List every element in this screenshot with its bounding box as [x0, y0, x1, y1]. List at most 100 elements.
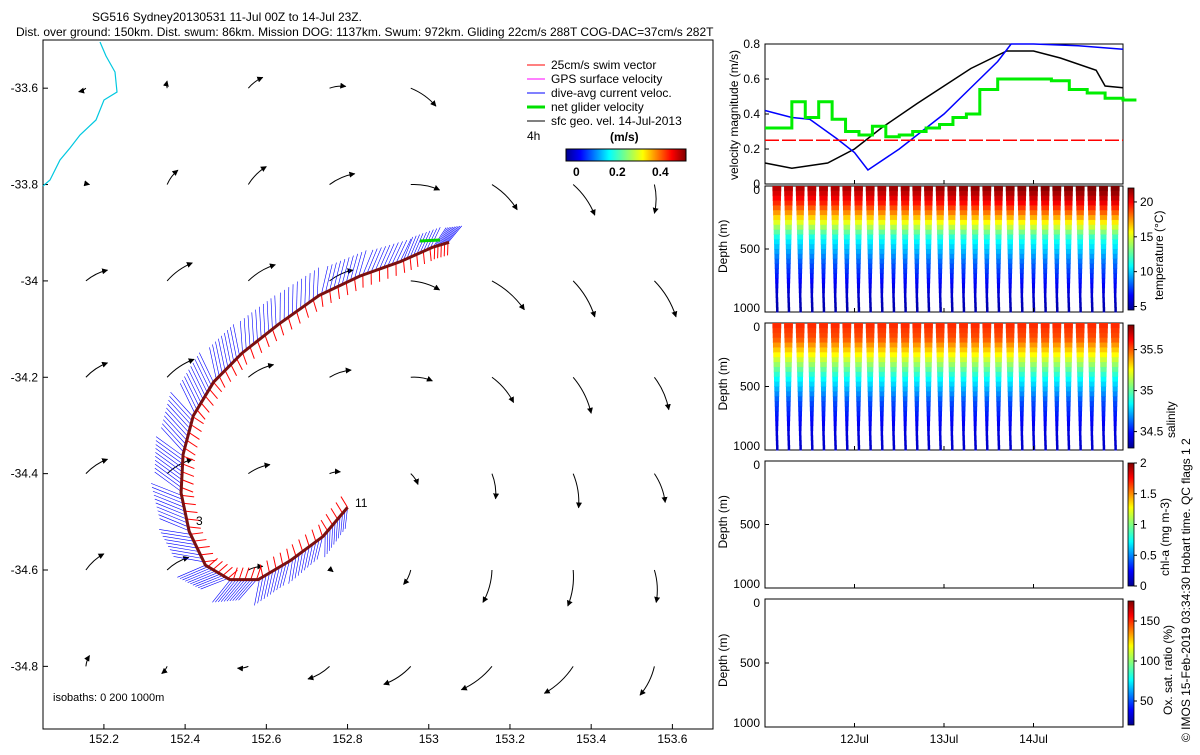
dive-profile-segment — [961, 391, 966, 396]
dive-profile-segment — [808, 357, 815, 362]
dive-profile-segment — [973, 278, 976, 283]
surface-vector — [167, 557, 189, 570]
section-colorbar — [1128, 463, 1134, 586]
dive-profile-segment — [1030, 225, 1037, 230]
dive-profile-segment — [939, 283, 942, 288]
dive-profile-segment — [927, 421, 930, 426]
dive-profile-segment — [1056, 307, 1059, 312]
dive-profile-segment — [926, 244, 931, 249]
dive-profile-segment — [959, 196, 967, 201]
section-ytick-label: 0 — [753, 320, 760, 334]
dive-profile-segment — [1065, 367, 1071, 372]
dive-profile-segment — [1007, 382, 1012, 387]
dive-profile-segment — [1041, 205, 1049, 210]
dive-profile-segment — [878, 201, 886, 206]
swim-vector — [182, 480, 194, 485]
dive-profile-segment — [914, 249, 919, 254]
dive-profile-segment — [1078, 254, 1083, 259]
dive-profile-segment — [786, 387, 791, 392]
dive-profile-segment — [880, 273, 884, 278]
dive-profile-segment — [927, 273, 931, 278]
dac-vector — [252, 312, 254, 343]
dive-profile-segment — [1114, 288, 1117, 293]
dac-vector — [218, 580, 236, 602]
dive-profile-segment — [974, 435, 977, 440]
dive-profile-segment — [937, 362, 944, 367]
dive-profile-segment — [914, 230, 920, 235]
dive-profile-segment — [819, 191, 828, 196]
swim-vector — [201, 403, 209, 413]
dive-profile-segment — [902, 367, 908, 372]
dive-profile-segment — [1102, 293, 1105, 298]
dive-profile-segment — [936, 323, 945, 328]
dive-profile-segment — [1065, 362, 1072, 367]
dac-vector — [263, 304, 265, 335]
dive-profile-segment — [972, 220, 979, 225]
map-ytick-label: -34.6 — [11, 563, 39, 577]
dive-profile-segment — [937, 225, 944, 230]
dive-profile-segment — [1101, 396, 1106, 401]
dive-profile-segment — [856, 244, 861, 249]
dive-profile-segment — [1113, 278, 1116, 283]
dive-profile-segment — [799, 430, 802, 435]
dive-profile-segment — [1041, 201, 1049, 206]
dive-profile-segment — [971, 191, 980, 196]
dive-profile-segment — [810, 426, 813, 431]
dive-profile-segment — [1088, 338, 1096, 343]
dive-profile-segment — [820, 338, 828, 343]
swim-vector — [272, 329, 276, 341]
dive-profile-segment — [1113, 249, 1118, 254]
dive-profile-segment — [1009, 430, 1012, 435]
dive-profile-segment — [892, 293, 895, 298]
dive-profile-segment — [1099, 333, 1107, 338]
dive-profile-segment — [775, 416, 778, 421]
dive-profile-segment — [1053, 352, 1060, 357]
dive-profile-segment — [916, 297, 919, 302]
dive-profile-segment — [1114, 421, 1117, 426]
section-ytick-label: 1000 — [733, 301, 760, 315]
dive-profile-segment — [904, 302, 907, 307]
dive-profile-segment — [1007, 352, 1014, 357]
dive-profile-segment — [822, 426, 825, 431]
dive-profile-segment — [949, 372, 955, 377]
dive-profile-segment — [995, 205, 1003, 210]
dive-profile-segment — [856, 387, 861, 392]
dive-profile-segment — [1064, 186, 1073, 191]
swim-vector — [245, 568, 249, 580]
dive-profile-segment — [1018, 196, 1026, 201]
dive-profile-segment — [982, 186, 991, 191]
dive-profile-segment — [1114, 435, 1117, 440]
dive-profile-segment — [776, 297, 779, 302]
surface-vector — [79, 88, 86, 92]
dive-profile-segment — [857, 297, 860, 302]
dive-profile-segment — [867, 220, 874, 225]
dive-profile-segment — [925, 225, 932, 230]
dive-profile-segment — [796, 338, 804, 343]
dive-profile-segment — [1091, 440, 1094, 445]
dive-profile-segment — [915, 288, 918, 293]
dive-profile-segment — [996, 377, 1002, 382]
dive-profile-segment — [925, 343, 933, 348]
map-xtick-label: 153 — [419, 732, 439, 746]
surface-vector — [330, 472, 341, 474]
dac-vector — [248, 315, 250, 347]
dive-profile-segment — [799, 426, 802, 431]
dive-profile-segment — [1042, 220, 1049, 225]
dive-profile-segment — [879, 225, 886, 230]
dive-profile-segment — [808, 210, 815, 215]
dive-profile-segment — [845, 396, 850, 401]
dive-profile-segment — [820, 225, 827, 230]
dive-profile-segment — [984, 367, 990, 372]
dive-profile-segment — [1099, 196, 1107, 201]
section-ytick-label: 1000 — [733, 439, 760, 453]
dive-profile-segment — [1088, 201, 1096, 206]
dive-profile-segment — [1077, 367, 1083, 372]
dive-profile-segment — [774, 230, 780, 235]
dac-vector — [154, 495, 184, 507]
dive-profile-segment — [810, 421, 813, 426]
dive-profile-segment — [807, 186, 816, 191]
dive-profile-segment — [962, 426, 965, 431]
dive-profile-segment — [867, 377, 873, 382]
dive-profile-segment — [1054, 234, 1060, 239]
dive-profile-segment — [798, 387, 803, 392]
